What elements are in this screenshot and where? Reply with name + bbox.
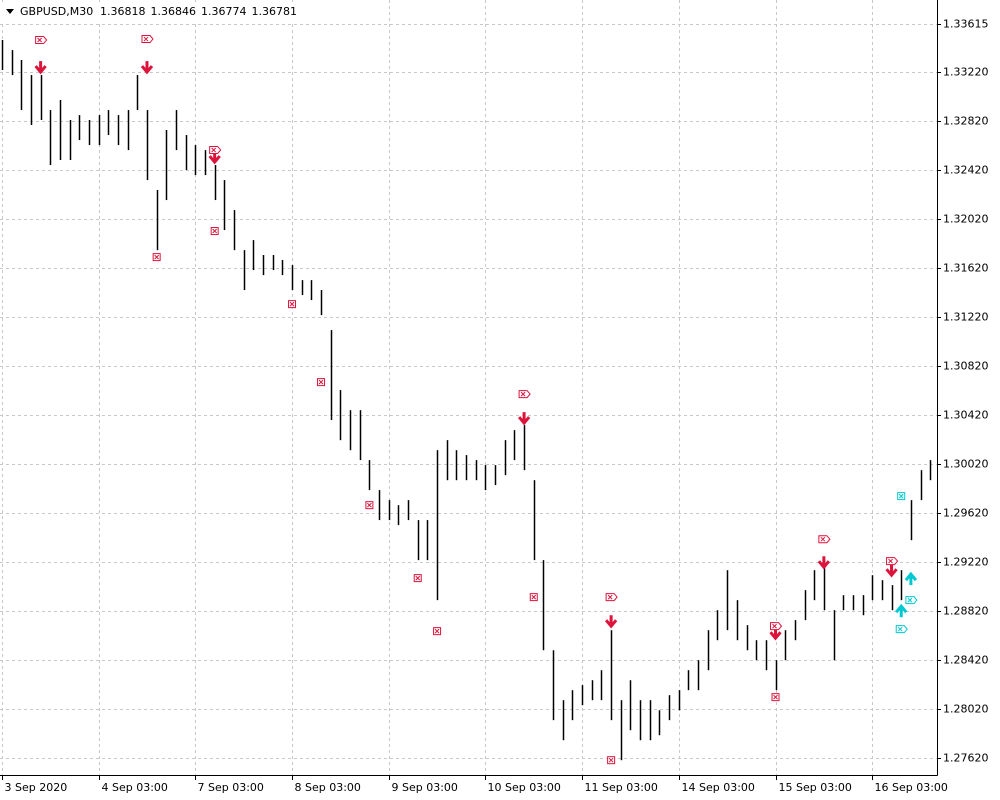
y-tick-label: 1.28420	[943, 654, 989, 667]
x-tick-label: 4 Sep 03:00	[102, 781, 168, 794]
signal-arrow-up	[895, 603, 908, 618]
signal-box	[210, 227, 219, 236]
y-tick-label: 1.27620	[943, 752, 989, 765]
y-tick-label: 1.30020	[943, 458, 989, 471]
signal-tag	[605, 593, 618, 602]
signal-arrow-down	[140, 61, 154, 75]
signal-box	[365, 501, 374, 510]
signal-tag	[895, 625, 908, 634]
signal-box	[433, 627, 442, 636]
signal-tag	[905, 596, 918, 605]
signal-box	[413, 574, 422, 583]
y-tick-label: 1.29620	[943, 507, 989, 520]
quote-value: 1.36781	[252, 5, 298, 18]
x-tick-label: 11 Sep 03:00	[585, 781, 658, 794]
quote-value: 1.36846	[151, 5, 197, 18]
signal-arrow-down	[885, 564, 898, 578]
x-tick-label: 8 Sep 03:00	[295, 781, 361, 794]
signal-arrow-down	[604, 615, 618, 629]
y-tick-label: 1.31620	[943, 262, 989, 275]
x-tick-label: 15 Sep 03:00	[779, 781, 852, 794]
signal-tag	[141, 35, 154, 44]
x-tick-label: 16 Sep 03:00	[875, 781, 948, 794]
x-tick-label: 3 Sep 2020	[5, 781, 68, 794]
y-tick-label: 1.30820	[943, 360, 989, 373]
signal-tag	[818, 535, 831, 544]
signal-arrow-down	[517, 412, 531, 426]
signal-arrow-up	[904, 571, 918, 586]
y-tick-label: 1.29220	[943, 556, 989, 569]
y-tick-label: 1.31220	[943, 311, 989, 324]
y-tick-label: 1.33615	[943, 18, 989, 31]
signal-tag	[209, 145, 222, 154]
x-tick-label: 7 Sep 03:00	[198, 781, 264, 794]
signal-box	[607, 756, 616, 765]
y-tick-label: 1.30420	[943, 409, 989, 422]
signal-box	[771, 693, 780, 702]
y-tick-label: 1.28820	[943, 605, 989, 618]
axes: 1.33615 1.33220 1.32820 1.32420 1.32020 1.316…	[2, 18, 989, 794]
x-tick-label: 9 Sep 03:00	[392, 781, 458, 794]
y-tick-label: 1.32420	[943, 164, 989, 177]
x-tick-label: 10 Sep 03:00	[488, 781, 561, 794]
quote-value: 1.36774	[201, 5, 247, 18]
y-tick-label: 1.28020	[943, 703, 989, 716]
quote-value: 1.36818	[100, 5, 146, 18]
header-arrow	[6, 9, 14, 14]
signal-tag	[770, 622, 783, 631]
chart-title: GBPUSD,M30	[20, 5, 93, 18]
signal-tag	[518, 390, 531, 399]
signal-box	[152, 253, 161, 262]
signal-box	[529, 593, 538, 602]
signal-box	[897, 492, 906, 501]
x-tick-label: 14 Sep 03:00	[682, 781, 755, 794]
y-tick-label: 1.33220	[943, 66, 989, 79]
plot	[1, 35, 932, 765]
y-tick-label: 1.32820	[943, 115, 989, 128]
header-bg	[0, 2, 300, 22]
signal-arrow-down	[34, 61, 47, 75]
signal-arrow-down	[817, 556, 831, 570]
signal-tag	[35, 36, 48, 45]
signal-box	[317, 378, 326, 387]
grid	[0, 0, 937, 775]
signal-tag	[886, 557, 899, 566]
y-tick-label: 1.32020	[943, 213, 989, 226]
signal-box	[288, 300, 297, 309]
